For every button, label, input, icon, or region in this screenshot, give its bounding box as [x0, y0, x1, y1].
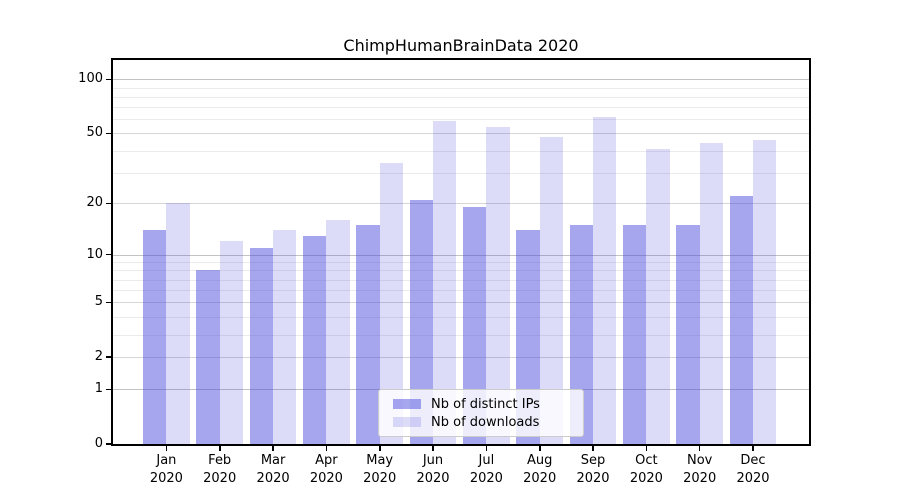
y-tick-mark [106, 356, 112, 358]
gridline-minor [113, 96, 809, 98]
bar-downloads-jan [166, 203, 190, 444]
bar-downloads-sep [593, 116, 617, 444]
bar-downloads-may [379, 163, 404, 444]
legend-label: Nb of distinct IPs [431, 396, 540, 412]
x-tick-mark [645, 446, 648, 451]
bar-ips-nov [676, 224, 700, 444]
x-tick-label: Aug 2020 [523, 453, 557, 486]
gridline-minor [113, 107, 809, 109]
y-tick-mark [106, 443, 112, 445]
gridline [113, 203, 809, 205]
bar-downloads-aug [539, 136, 564, 444]
gridline-minor [113, 334, 809, 336]
y-tick-label: 10 [86, 246, 103, 262]
y-tick-label: 5 [94, 294, 103, 310]
x-tick-mark [698, 446, 701, 451]
bar-ips-dec [729, 196, 753, 444]
gridline [113, 133, 809, 135]
y-tick-label: 0 [94, 436, 103, 451]
x-tick-mark [592, 446, 594, 451]
x-tick-label: Jun 2020 [416, 453, 450, 486]
y-tick-mark [106, 78, 112, 81]
gridline [113, 254, 809, 256]
gridline-minor [113, 150, 809, 152]
y-tick-label: 2 [94, 349, 103, 365]
x-tick-mark [752, 446, 754, 451]
chart-title: ChimpHumanBrainData 2020 [343, 36, 579, 55]
x-tick-mark [432, 446, 434, 451]
x-tick-label: Sep 2020 [576, 453, 610, 486]
y-tick-mark [106, 301, 112, 304]
bar-ips-mar [249, 247, 274, 444]
bar-ips-oct [623, 224, 647, 444]
gridline-minor [113, 172, 809, 174]
x-tick-label: Apr 2020 [309, 453, 343, 486]
legend-item-distinct-ips: Nb of distinct IPs [387, 395, 575, 413]
gridline [113, 302, 809, 304]
bar-downloads-dec [753, 139, 777, 444]
gridline-minor [113, 119, 809, 121]
y-tick-mark [106, 202, 112, 205]
y-tick-mark [106, 132, 112, 135]
y-tick-label: 1 [94, 381, 103, 397]
gridline [113, 79, 809, 81]
x-tick-label: Jan 2020 [149, 453, 183, 486]
x-tick-mark [165, 446, 168, 451]
x-tick-mark [539, 446, 541, 451]
legend-label: Nb of downloads [431, 414, 540, 430]
gridline-minor [113, 316, 809, 318]
gridline-minor [113, 270, 809, 272]
bar-ips-jun [409, 199, 433, 444]
x-tick-label: Feb 2020 [203, 453, 237, 486]
x-tick-label: Jul 2020 [469, 453, 503, 486]
x-tick-label: Nov 2020 [683, 453, 717, 486]
legend-item-downloads: Nb of downloads [387, 413, 575, 431]
bar-ips-jul [463, 207, 487, 444]
bar-downloads-apr [326, 220, 350, 444]
x-tick-label: May 2020 [363, 453, 397, 486]
gridline-minor [113, 262, 809, 264]
y-tick-label: 50 [86, 125, 103, 141]
bar-ips-apr [303, 235, 327, 444]
x-tick-mark [485, 446, 488, 451]
bar-downloads-oct [646, 148, 670, 444]
y-tick-mark [106, 253, 112, 256]
bar-downloads-nov [699, 143, 724, 444]
gridline [113, 357, 809, 359]
plot-area: 0 1 2 5 10 20 50 100 Jan 2020 Feb 2020 Mar 2020 Apr 20… [78, 58, 811, 486]
x-tick-label: Dec 2020 [736, 453, 770, 486]
y-tick-mark [106, 388, 112, 390]
legend-swatch-downloads [393, 417, 421, 427]
x-tick-label: Mar 2020 [256, 453, 290, 486]
bar-ips-feb [196, 270, 220, 444]
bar-downloads-mar [273, 230, 297, 444]
y-tick-label: 20 [86, 195, 103, 211]
gridline-minor [113, 87, 809, 89]
bar-ips-may [356, 224, 380, 444]
x-tick-mark [272, 446, 274, 451]
gridline-minor [113, 279, 809, 281]
bar-downloads-jun [433, 120, 457, 444]
bar-ips-jan [143, 230, 167, 444]
x-tick-mark [379, 446, 381, 451]
legend: Nb of distinct IPs Nb of downloads [378, 389, 584, 437]
x-tick-mark [325, 446, 328, 451]
legend-swatch-distinct-ips [393, 399, 421, 409]
x-tick-label: Oct 2020 [629, 453, 663, 486]
bar-downloads-jul [486, 127, 510, 444]
gridline-minor [113, 290, 809, 292]
x-tick-mark [219, 446, 221, 451]
y-tick-label: 100 [78, 71, 103, 87]
bar-downloads-feb [219, 241, 244, 444]
